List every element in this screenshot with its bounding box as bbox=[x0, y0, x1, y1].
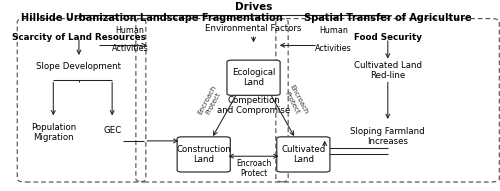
Text: Scarcity of Land Resources: Scarcity of Land Resources bbox=[12, 33, 146, 42]
FancyBboxPatch shape bbox=[177, 137, 231, 172]
FancyBboxPatch shape bbox=[277, 137, 330, 172]
Text: Activities: Activities bbox=[112, 44, 148, 53]
Text: Human: Human bbox=[319, 26, 348, 35]
Text: Population
Migration: Population Migration bbox=[30, 123, 76, 142]
Text: Encroach
Protect: Encroach Protect bbox=[282, 84, 308, 119]
Text: Competition
and Compromise: Competition and Compromise bbox=[217, 96, 290, 115]
Text: Encroach
Protect: Encroach Protect bbox=[196, 84, 223, 119]
Text: Food Security: Food Security bbox=[354, 33, 422, 42]
Text: Cultivated
Land: Cultivated Land bbox=[281, 145, 326, 164]
Text: GEC: GEC bbox=[103, 125, 122, 135]
Text: Slope Development: Slope Development bbox=[36, 62, 121, 70]
Text: Landscape Fragmentation: Landscape Fragmentation bbox=[140, 13, 283, 23]
FancyBboxPatch shape bbox=[227, 60, 280, 95]
Text: Human: Human bbox=[116, 26, 144, 35]
Text: Spatial Transfer of Agriculture: Spatial Transfer of Agriculture bbox=[304, 13, 472, 23]
Text: Activities: Activities bbox=[315, 44, 352, 53]
Text: Environmental Factors: Environmental Factors bbox=[206, 24, 302, 33]
Text: Hillside Urbanization: Hillside Urbanization bbox=[21, 13, 136, 23]
Text: Ecological
Land: Ecological Land bbox=[232, 68, 275, 87]
Text: Construction
Land: Construction Land bbox=[176, 145, 231, 164]
Text: Cultivated Land
Red-line: Cultivated Land Red-line bbox=[354, 61, 422, 80]
Text: Drives: Drives bbox=[235, 2, 272, 12]
Text: Encroach
Protect: Encroach Protect bbox=[236, 159, 271, 178]
Text: Sloping Farmland
Increases: Sloping Farmland Increases bbox=[350, 127, 425, 146]
